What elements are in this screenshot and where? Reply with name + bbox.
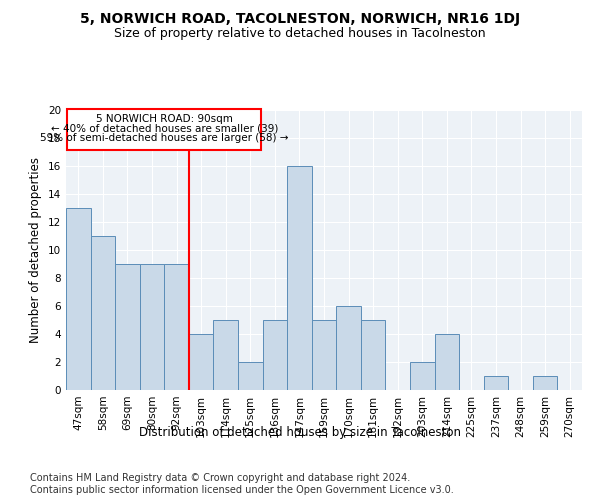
- Text: Distribution of detached houses by size in Tacolneston: Distribution of detached houses by size …: [139, 426, 461, 439]
- Bar: [214, 320, 238, 390]
- Bar: [484, 376, 508, 390]
- Bar: [336, 306, 361, 390]
- Bar: [164, 264, 189, 390]
- Y-axis label: Number of detached properties: Number of detached properties: [29, 157, 43, 343]
- Text: 5, NORWICH ROAD, TACOLNESTON, NORWICH, NR16 1DJ: 5, NORWICH ROAD, TACOLNESTON, NORWICH, N…: [80, 12, 520, 26]
- Bar: [533, 376, 557, 390]
- Bar: [66, 208, 91, 390]
- Bar: [312, 320, 336, 390]
- Text: Contains HM Land Registry data © Crown copyright and database right 2024.
Contai: Contains HM Land Registry data © Crown c…: [30, 474, 454, 495]
- Bar: [410, 362, 434, 390]
- Bar: [189, 334, 214, 390]
- Bar: [434, 334, 459, 390]
- FancyBboxPatch shape: [67, 110, 262, 150]
- Text: 5 NORWICH ROAD: 90sqm: 5 NORWICH ROAD: 90sqm: [96, 114, 233, 124]
- Bar: [361, 320, 385, 390]
- Bar: [115, 264, 140, 390]
- Text: 59% of semi-detached houses are larger (58) →: 59% of semi-detached houses are larger (…: [40, 133, 289, 143]
- Bar: [263, 320, 287, 390]
- Bar: [238, 362, 263, 390]
- Bar: [91, 236, 115, 390]
- Text: Size of property relative to detached houses in Tacolneston: Size of property relative to detached ho…: [114, 28, 486, 40]
- Text: ← 40% of detached houses are smaller (39): ← 40% of detached houses are smaller (39…: [50, 124, 278, 134]
- Bar: [287, 166, 312, 390]
- Bar: [140, 264, 164, 390]
